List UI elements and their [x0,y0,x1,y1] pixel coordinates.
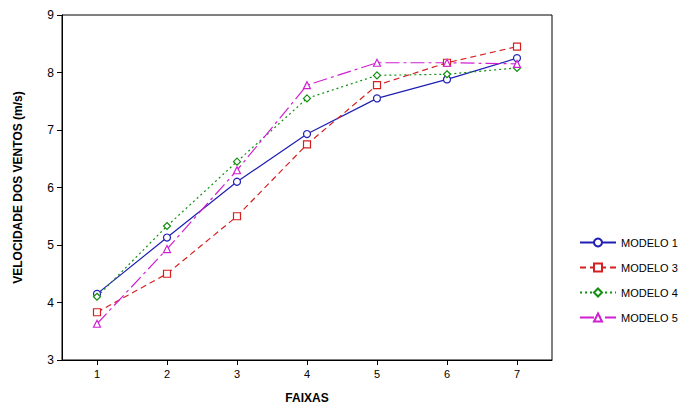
svg-text:5: 5 [47,238,54,252]
svg-text:FAIXAS: FAIXAS [285,391,328,405]
svg-text:1: 1 [94,368,100,380]
svg-text:6: 6 [47,181,54,195]
svg-text:MODELO 1: MODELO 1 [621,237,678,249]
svg-text:7: 7 [514,368,520,380]
svg-text:4: 4 [47,296,54,310]
svg-text:MODELO 4: MODELO 4 [621,287,678,299]
svg-text:3: 3 [47,353,54,367]
svg-text:5: 5 [374,368,380,380]
svg-text:7: 7 [47,123,54,137]
svg-text:MODELO 3: MODELO 3 [621,262,678,274]
svg-text:3: 3 [234,368,240,380]
svg-text:9: 9 [47,8,54,22]
svg-text:6: 6 [444,368,450,380]
svg-text:MODELO 5: MODELO 5 [621,312,678,324]
svg-text:VELOCIDADE DOS VENTOS (m/s): VELOCIDADE DOS VENTOS (m/s) [11,91,25,283]
svg-text:8: 8 [47,66,54,80]
svg-text:4: 4 [304,368,310,380]
svg-text:2: 2 [164,368,170,380]
